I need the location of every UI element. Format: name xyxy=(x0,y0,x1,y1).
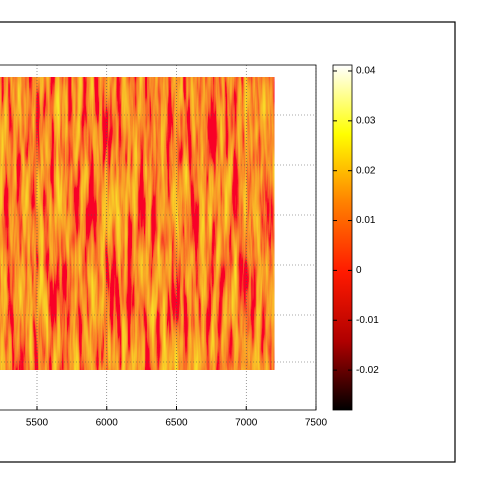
heatmap xyxy=(0,77,275,370)
colorbar-tick-label: 0.03 xyxy=(356,115,376,126)
x-tick-label: 6000 xyxy=(96,418,119,429)
plot-frame xyxy=(0,64,317,411)
figure-frame xyxy=(0,21,456,463)
x-tick-label: 7000 xyxy=(235,418,258,429)
colorbar xyxy=(332,64,353,411)
colorbar-tick-label: 0.02 xyxy=(356,165,376,176)
x-tick-label: 6500 xyxy=(165,418,188,429)
x-tick-label: 7500 xyxy=(305,418,328,429)
colorbar-tick-label: -0.01 xyxy=(356,315,379,326)
colorbar-tick-label: 0.04 xyxy=(356,66,376,77)
colorbar-tick-label: 0.01 xyxy=(356,215,376,226)
colorbar-tick-label: 0 xyxy=(356,265,362,276)
x-tick-label: 5500 xyxy=(26,418,49,429)
colorbar-tick-label: -0.02 xyxy=(356,365,379,376)
